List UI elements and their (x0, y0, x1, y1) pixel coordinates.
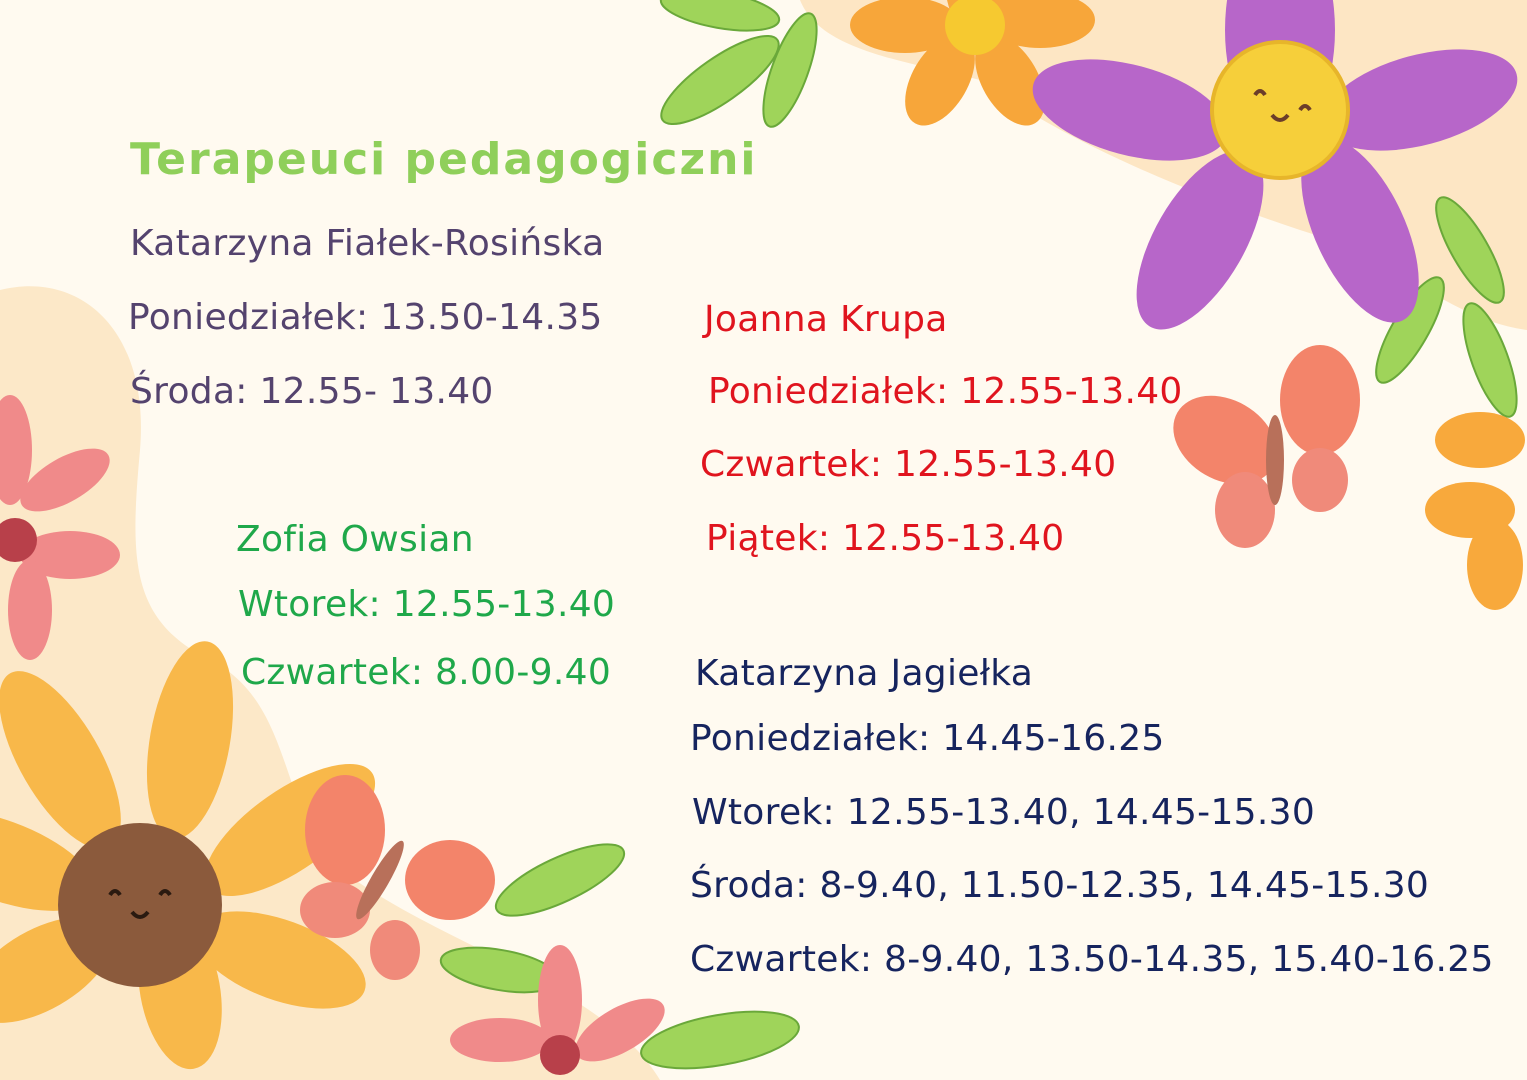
schedule-line: Czwartek: 8-9.40, 13.50-14.35, 15.40-16.… (690, 939, 1494, 980)
pink-flower-icon (0, 395, 120, 660)
orange-flower-right-icon (1425, 412, 1525, 610)
sunflower-icon (0, 641, 376, 1070)
orange-flower-icon (850, 0, 1095, 126)
schedule-line: Piątek: 12.55-13.40 (706, 518, 1065, 559)
pink-flower-bottom-icon (450, 945, 665, 1075)
leaves-bottom-icon (439, 843, 800, 1070)
purple-flower-icon (1032, 0, 1518, 330)
therapist-name: Zofia Owsian (236, 519, 474, 560)
schedule-line: Poniedziałek: 14.45-16.25 (690, 718, 1165, 759)
schedule-line: Poniedziałek: 12.55-13.40 (708, 371, 1183, 412)
peach-blob-top (800, 0, 1527, 330)
page-title: Terapeuci pedagogiczni (130, 134, 758, 185)
schedule-line: Czwartek: 8.00-9.40 (241, 652, 612, 693)
therapist-name: Katarzyna Fiałek-Rosińska (130, 223, 605, 264)
therapist-name: Joanna Krupa (704, 299, 948, 340)
schedule-line: Poniedziałek: 13.50-14.35 (128, 297, 603, 338)
butterfly-bottom-icon (300, 775, 495, 980)
schedule-line: Środa: 8-9.40, 11.50-12.35, 14.45-15.30 (690, 865, 1430, 906)
schedule-line: Środa: 12.55- 13.40 (130, 371, 494, 412)
schedule-line: Czwartek: 12.55-13.40 (700, 444, 1117, 485)
schedule-line: Wtorek: 12.55-13.40 (238, 584, 616, 625)
therapist-name: Katarzyna Jagiełka (695, 653, 1034, 694)
butterfly-icon (1173, 345, 1360, 548)
schedule-line: Wtorek: 12.55-13.40, 14.45-15.30 (692, 792, 1316, 833)
